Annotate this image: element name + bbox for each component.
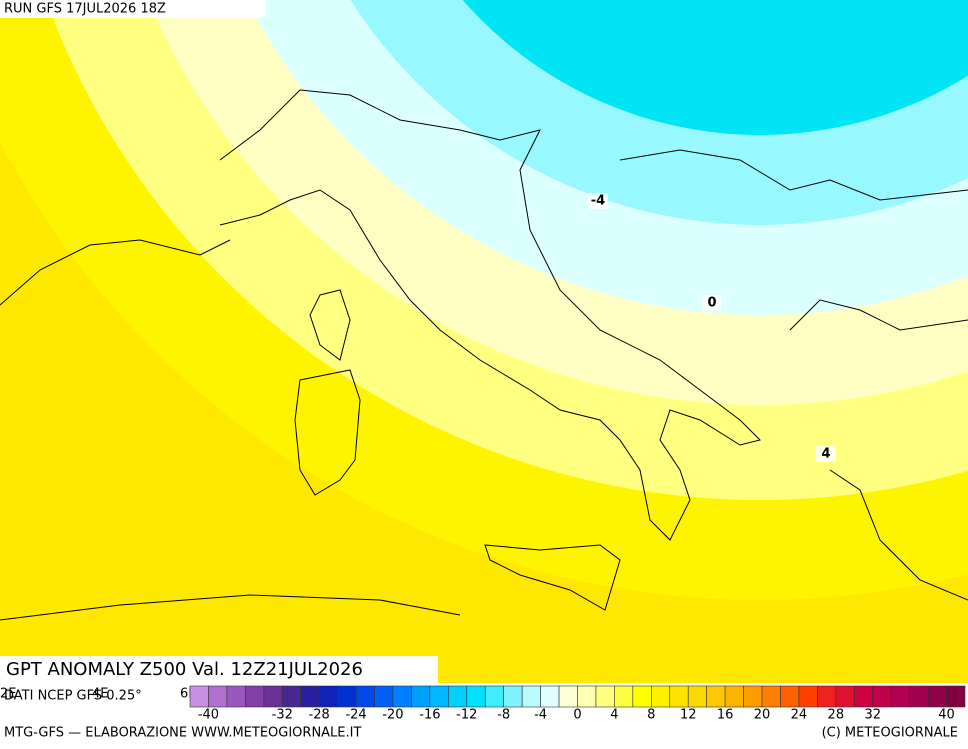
colorbar-swatch xyxy=(872,685,892,708)
colorbar-swatch xyxy=(890,685,910,708)
colorbar-swatch xyxy=(798,685,818,708)
colorbar-tick-label: -28 xyxy=(309,708,330,723)
colorbar-swatch xyxy=(909,685,929,708)
colorbar-swatch xyxy=(743,685,763,708)
colorbar-swatch xyxy=(318,685,338,708)
colorbar-tick-label: -8 xyxy=(497,708,510,723)
colorbar-swatch xyxy=(595,685,615,708)
colorbar-tick-label: 0 xyxy=(573,708,581,723)
contour-label: 4 xyxy=(821,447,830,462)
header-box xyxy=(0,0,265,18)
colorbar-tick-label: 20 xyxy=(754,708,771,723)
colorbar-tick-label: 32 xyxy=(864,708,881,723)
colorbar-swatch xyxy=(337,685,357,708)
title-box xyxy=(0,656,438,683)
colorbar-swatch xyxy=(245,685,265,708)
colorbar-swatch xyxy=(540,685,560,708)
source-label: DATI NCEP GFS 0.25° xyxy=(4,689,142,704)
colorbar-swatch xyxy=(355,685,375,708)
colorbar-swatch xyxy=(946,685,966,708)
colorbar-tick-label: 4 xyxy=(610,708,618,723)
colorbar-tick-label: -4 xyxy=(534,708,547,723)
contour-label: 0 xyxy=(707,296,716,311)
colorbar-swatch xyxy=(503,685,523,708)
colorbar-swatch xyxy=(300,685,320,708)
colorbar-tick-label: -40 xyxy=(198,708,219,723)
colorbar-swatch xyxy=(687,685,707,708)
colorbar-tick-label: -16 xyxy=(419,708,440,723)
colorbar-swatch xyxy=(226,685,246,708)
colorbar-swatch xyxy=(651,685,671,708)
colorbar-tick-label: 8 xyxy=(647,708,655,723)
colorbar-swatch xyxy=(521,685,541,708)
map-title: GPT ANOMALY Z500 Val. 12Z21JUL2026 xyxy=(6,659,363,680)
colorbar-tick-label: -32 xyxy=(272,708,293,723)
colorbar-swatch xyxy=(558,685,578,708)
colorbar-swatch xyxy=(780,685,800,708)
footer-right: (C) METEOGIORNALE xyxy=(822,726,958,741)
colorbar-tick-label: 24 xyxy=(791,708,808,723)
colorbar-swatch xyxy=(706,685,726,708)
colorbar-tick-label: 12 xyxy=(680,708,697,723)
colorbar-swatch xyxy=(374,685,394,708)
footer-left: MTG-GFS — ELABORAZIONE WWW.METEOGIORNALE… xyxy=(4,726,361,741)
colorbar-swatch xyxy=(761,685,781,708)
colorbar-swatch xyxy=(614,685,634,708)
colorbar-swatch xyxy=(669,685,689,708)
colorbar-swatch xyxy=(429,685,449,708)
colorbar-swatch xyxy=(189,685,209,708)
run-label: RUN GFS 17JUL2026 18Z xyxy=(4,2,166,17)
colorbar-swatch xyxy=(835,685,855,708)
colorbar-tick-label: 16 xyxy=(717,708,734,723)
colorbar-swatch xyxy=(724,685,744,708)
colorbar-tick-label: 28 xyxy=(828,708,845,723)
colorbar-swatch xyxy=(817,685,837,708)
colorbar-swatch xyxy=(927,685,947,708)
colorbar-swatch xyxy=(281,685,302,708)
lon-label: 4E xyxy=(92,687,109,702)
colorbar-swatch xyxy=(263,685,283,708)
lon-label: 2E xyxy=(0,687,17,702)
colorbar-swatch xyxy=(577,685,597,708)
contour-label-box xyxy=(816,446,836,462)
colorbar-tick-label: -24 xyxy=(345,708,366,723)
colorbar-swatch xyxy=(392,685,412,708)
coastlines xyxy=(0,89,968,621)
colorbar-tick-label: -12 xyxy=(456,708,477,723)
colorbar-swatch xyxy=(411,685,431,708)
contour-label: -4 xyxy=(591,194,605,209)
colorbar-swatch xyxy=(448,685,468,708)
colorbar-swatch xyxy=(853,685,874,708)
anomaly-field xyxy=(0,0,968,683)
colorbar-swatch xyxy=(484,685,504,708)
colorbar-swatch xyxy=(466,685,486,708)
colorbar-swatch xyxy=(632,685,652,708)
colorbar-tick-label: -20 xyxy=(382,708,403,723)
contour-label-box xyxy=(588,193,608,209)
colorbar-tick-label: 40 xyxy=(938,708,955,723)
contour-label-box xyxy=(702,295,722,311)
colorbar-swatch xyxy=(208,685,228,708)
source-box xyxy=(0,684,188,706)
